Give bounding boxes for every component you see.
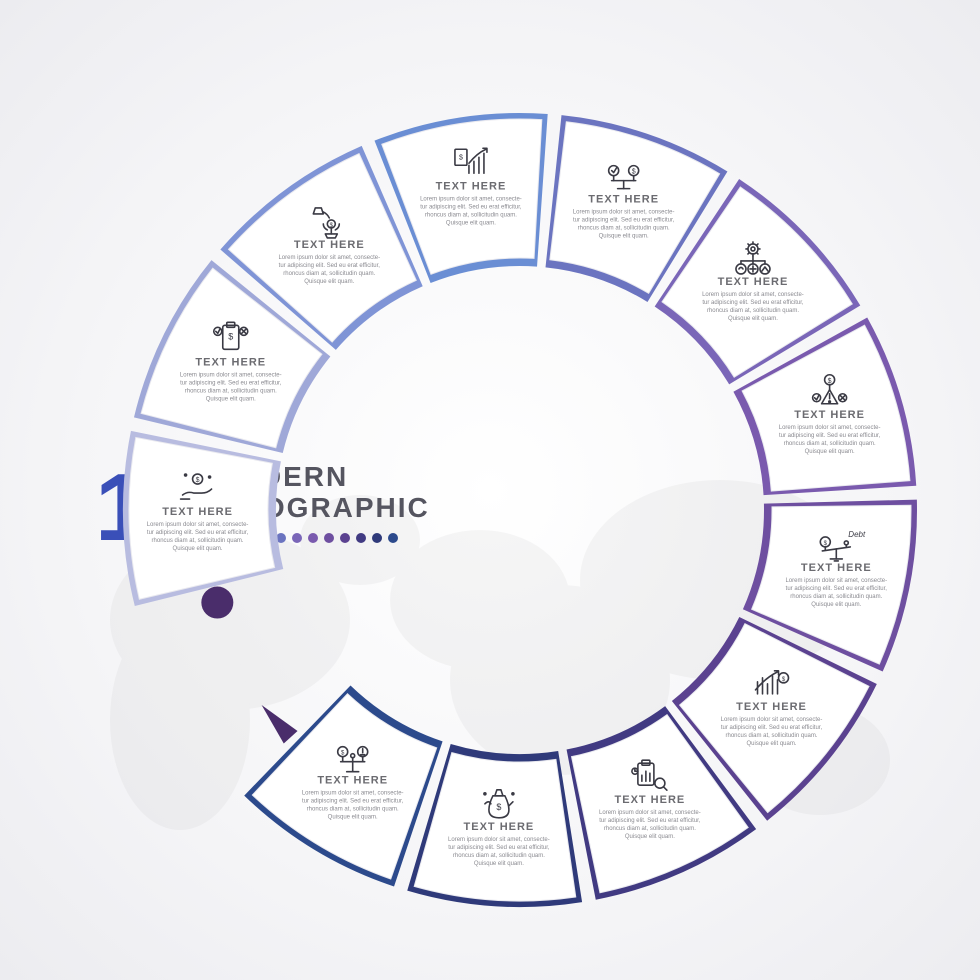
segment-body-line: Lorem ipsum dolor sit amet, consecte- [420, 196, 522, 202]
segment-body-line: rhoncus diam at, sollicitudin quam. [453, 853, 545, 859]
segment-body-line: tur adipiscing elit. Sed eu erat efficit… [302, 799, 404, 805]
segment-label: TEXT HERE [317, 775, 388, 787]
segment-body-line: Lorem ipsum dolor sit amet, consecte- [147, 522, 249, 528]
segment-body-line: rhoncus diam at, sollicitudin quam. [185, 388, 277, 394]
segment-body-line: rhoncus diam at, sollicitudin quam. [578, 226, 670, 232]
segment-label: TEXT HERE [588, 194, 659, 206]
segment-body-line: tur adipiscing elit. Sed eu erat efficit… [779, 433, 881, 439]
segment-body-line: Quisque elit quam. [173, 546, 223, 552]
segment-body-line: tur adipiscing elit. Sed eu erat efficit… [721, 725, 823, 731]
segment-body-line: rhoncus diam at, sollicitudin quam. [283, 271, 375, 277]
ring-arrow [262, 705, 298, 743]
segment-label: TEXT HERE [436, 180, 507, 192]
segment-label: TEXT HERE [615, 794, 686, 806]
segment-label: TEXT HERE [718, 276, 789, 288]
segment-body-line: Lorem ipsum dolor sit amet, consecte- [785, 578, 887, 584]
segment-label: TEXT HERE [195, 356, 266, 368]
segment-body-line: rhoncus diam at, sollicitudin quam. [604, 826, 696, 832]
segment-body-line: tur adipiscing elit. Sed eu erat efficit… [573, 218, 675, 224]
segment-body-line: rhoncus diam at, sollicitudin quam. [725, 733, 817, 739]
segment-body-line: Lorem ipsum dolor sit amet, consecte- [278, 255, 380, 261]
segment-label: TEXT HERE [464, 821, 535, 833]
segment-body-line: Quisque elit quam. [728, 316, 778, 322]
segment-body-line: Quisque elit quam. [304, 279, 354, 285]
segment-body-line: Quisque elit quam. [746, 741, 796, 747]
segment-body-line: Lorem ipsum dolor sit amet, consecte- [721, 717, 823, 723]
segment-body-line: Quisque elit quam. [805, 449, 855, 455]
segment-body-line: Quisque elit quam. [625, 834, 675, 840]
svg-text:$: $ [196, 477, 200, 484]
segment-body-line: Lorem ipsum dolor sit amet, consecte- [599, 810, 701, 816]
segment-body-line: rhoncus diam at, sollicitudin quam. [307, 807, 399, 813]
segment-body-line: Lorem ipsum dolor sit amet, consecte- [779, 425, 881, 431]
segment-body-line: Lorem ipsum dolor sit amet, consecte- [702, 292, 804, 298]
segment-label: TEXT HERE [162, 506, 233, 518]
segment-body-line: tur adipiscing elit. Sed eu erat efficit… [599, 818, 701, 824]
segment-label: TEXT HERE [801, 562, 872, 574]
svg-text:$: $ [459, 154, 463, 161]
svg-text:$: $ [228, 331, 233, 341]
infographic-stage: 12 MODERN INFOGRAPHIC $TEXT HERELorem ip… [0, 0, 980, 980]
segment-body-line: tur adipiscing elit. Sed eu erat efficit… [147, 530, 249, 536]
segment-body-line: rhoncus diam at, sollicitudin quam. [784, 441, 876, 447]
segment-1: $ TEXT HERE Lorem ipsum dolor sit amet, co… [123, 431, 283, 606]
ring-end-cap [201, 587, 233, 619]
segment-body-line: Quisque elit quam. [474, 861, 524, 867]
segment-body-line: tur adipiscing elit. Sed eu erat efficit… [786, 586, 888, 592]
segment-body-line: rhoncus diam at, sollicitudin quam. [152, 538, 244, 544]
segment-body-line: Quisque elit quam. [599, 234, 649, 240]
segment-body-line: rhoncus diam at, sollicitudin quam. [790, 594, 882, 600]
svg-text:$: $ [496, 802, 501, 812]
segment-body-line: Quisque elit quam. [206, 396, 256, 402]
segment-body-line: tur adipiscing elit. Sed eu erat efficit… [180, 380, 282, 386]
segment-body-line: Lorem ipsum dolor sit amet, consecte- [448, 837, 550, 843]
svg-text:$: $ [828, 378, 832, 385]
segment-label: TEXT HERE [794, 409, 865, 421]
segment-body-line: rhoncus diam at, sollicitudin quam. [707, 308, 799, 314]
svg-text:$: $ [632, 169, 636, 176]
segment-body-line: Quisque elit quam. [811, 602, 861, 608]
segment-body-line: tur adipiscing elit. Sed eu erat efficit… [448, 845, 550, 851]
segment-body-line: Lorem ipsum dolor sit amet, consecte- [180, 372, 282, 378]
segment-body-line: Lorem ipsum dolor sit amet, consecte- [302, 791, 404, 797]
segment-label: TEXT HERE [294, 239, 365, 251]
segment-body-line: Quisque elit quam. [446, 220, 496, 226]
segment-body-line: tur adipiscing elit. Sed eu erat efficit… [420, 204, 522, 210]
svg-text:Debt: Debt [848, 530, 866, 539]
segment-label: TEXT HERE [736, 701, 807, 713]
circular-infographic: $ TEXT HERE Lorem ipsum dolor sit amet, co… [0, 0, 980, 980]
segment-body-line: rhoncus diam at, sollicitudin quam. [425, 212, 517, 218]
segment-body-line: Quisque elit quam. [328, 815, 378, 821]
segment-body-line: tur adipiscing elit. Sed eu erat efficit… [702, 300, 804, 306]
segment-body-line: tur adipiscing elit. Sed eu erat efficit… [279, 263, 381, 269]
segment-body-line: Lorem ipsum dolor sit amet, consecte- [573, 210, 675, 216]
